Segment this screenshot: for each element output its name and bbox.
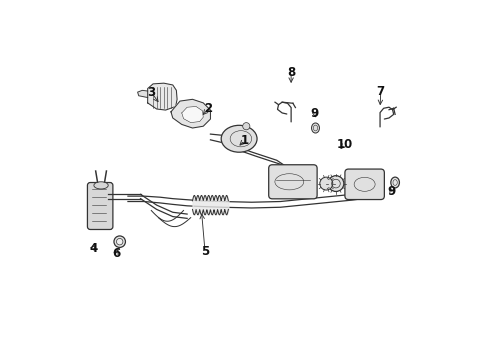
- Text: 1: 1: [240, 134, 248, 147]
- Text: 3: 3: [147, 86, 155, 99]
- Polygon shape: [147, 83, 177, 110]
- Text: 9: 9: [386, 185, 395, 198]
- FancyBboxPatch shape: [344, 169, 384, 199]
- FancyBboxPatch shape: [87, 183, 113, 229]
- Ellipse shape: [221, 125, 257, 152]
- Text: 8: 8: [286, 66, 295, 79]
- Text: 7: 7: [376, 85, 384, 98]
- Text: 5: 5: [201, 245, 209, 258]
- Ellipse shape: [114, 236, 125, 247]
- Text: 6: 6: [112, 247, 120, 260]
- Ellipse shape: [116, 238, 122, 245]
- Text: 4: 4: [89, 242, 97, 255]
- Text: 10: 10: [336, 138, 352, 150]
- Ellipse shape: [390, 177, 399, 188]
- Text: 2: 2: [204, 102, 212, 115]
- Ellipse shape: [311, 123, 319, 133]
- FancyBboxPatch shape: [268, 165, 317, 199]
- Ellipse shape: [94, 182, 108, 189]
- Polygon shape: [137, 90, 147, 98]
- Polygon shape: [171, 99, 210, 128]
- Polygon shape: [182, 107, 203, 123]
- Circle shape: [319, 177, 332, 190]
- Text: 9: 9: [310, 107, 318, 120]
- Circle shape: [327, 176, 343, 192]
- Circle shape: [242, 123, 249, 130]
